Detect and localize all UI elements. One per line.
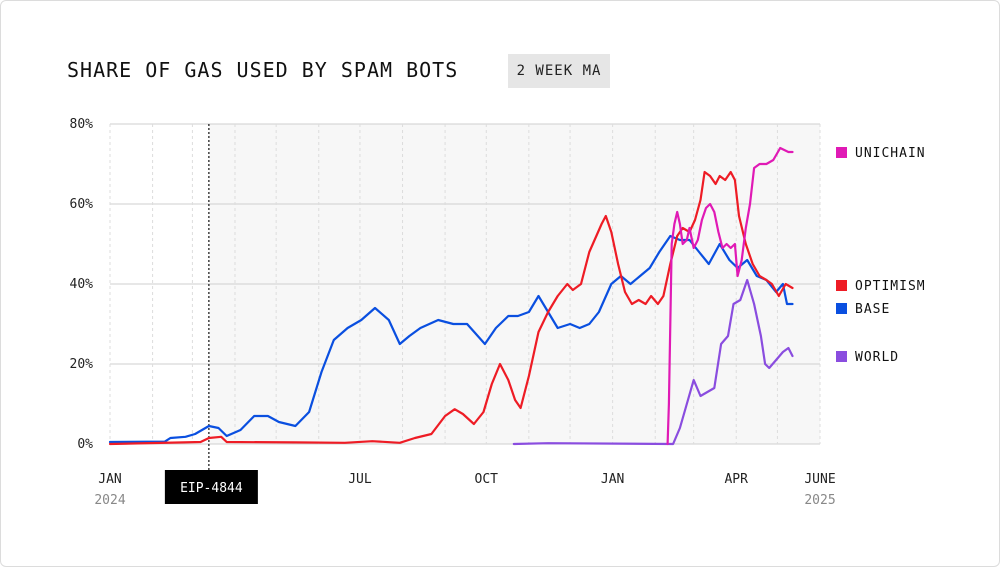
legend-label-world: WORLD (855, 350, 899, 365)
y-tick-label: 40% (70, 277, 94, 292)
x-tick-label: APR (724, 472, 748, 487)
legend-swatch-optimism (836, 280, 847, 291)
x-tick-year-label: 2024 (94, 493, 125, 508)
x-tick-year-label: 2025 (804, 493, 835, 508)
legend-label-optimism: OPTIMISM (855, 279, 926, 294)
x-tick-label: OCT (475, 472, 499, 487)
legend-swatch-unichain (836, 147, 847, 158)
eip-4844-label-box (164, 470, 258, 504)
x-tick-label: JAN (98, 472, 121, 487)
chart-title: SHARE OF GAS USED BY SPAM BOTS (67, 58, 459, 82)
series-line-world (512, 278, 794, 446)
x-tick-label: JUL (348, 472, 372, 487)
legend-label-base: BASE (855, 302, 890, 317)
eip-4844-label: EIP-4844 (180, 481, 243, 496)
x-tick-label: JAN (601, 472, 624, 487)
legend-swatch-base (836, 303, 847, 314)
legend-label-unichain: UNICHAIN (855, 146, 926, 161)
y-tick-label: 60% (70, 197, 94, 212)
series-line-unichain (666, 146, 794, 446)
y-tick-label: 20% (70, 357, 94, 372)
series-line-optimism (108, 170, 794, 446)
y-tick-label: 80% (70, 117, 94, 132)
moving-average-badge: 2 WEEK MA (508, 54, 610, 88)
series-line-base (108, 234, 794, 444)
legend-swatch-world (836, 351, 847, 362)
x-tick-label: JUNE (804, 472, 835, 487)
y-tick-label: 0% (77, 437, 93, 452)
